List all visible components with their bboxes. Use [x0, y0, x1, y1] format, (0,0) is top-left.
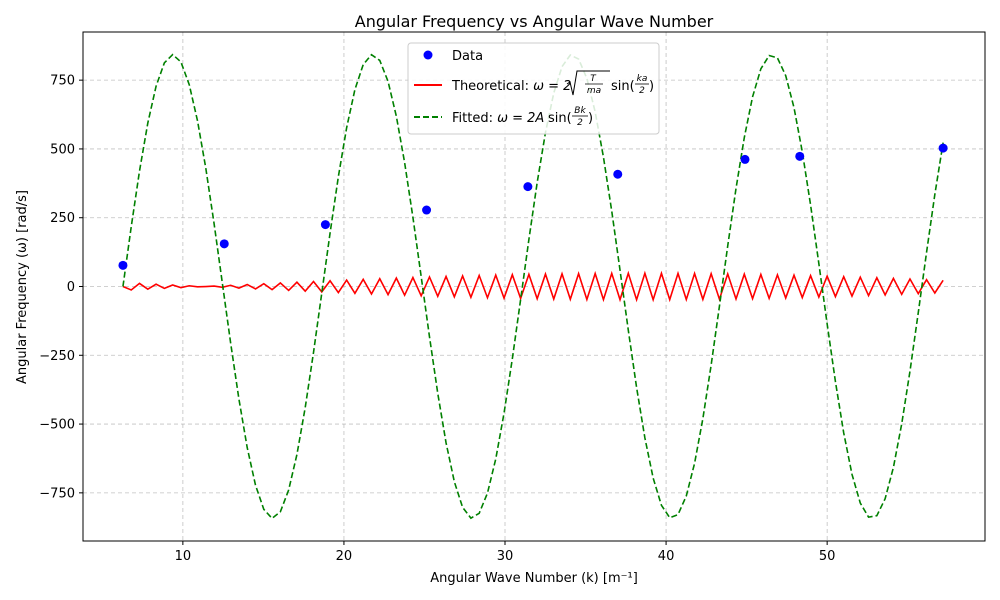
data-point: [938, 143, 948, 153]
legend-fitted-close: ): [588, 111, 593, 126]
legend-sqrt-sign: [566, 70, 610, 96]
legend-frac-2a: 2: [639, 86, 645, 96]
y-tick-label: −250: [39, 349, 75, 364]
y-tick-label: −750: [39, 486, 75, 501]
y-tick-label: −500: [39, 418, 75, 433]
legend-frac-2b: 2: [577, 118, 583, 128]
plot-series: [118, 53, 948, 520]
data-point: [422, 205, 432, 215]
legend-fitted-prefix: Fitted:: [452, 111, 497, 126]
theoretical-curve: [122, 270, 944, 303]
legend-data-marker: [423, 50, 433, 60]
legend: Data Theoretical: ω = 2 T ma sin( ka 2 )…: [407, 42, 660, 135]
legend-box: [407, 42, 660, 135]
legend-fitted-sin: sin(: [548, 111, 572, 126]
x-tick-label: 50: [819, 549, 836, 564]
legend-label-theoretical: Theoretical: ω = 2: [451, 79, 571, 94]
legend-frac-ma: ma: [587, 86, 601, 96]
chart-title: Angular Frequency vs Angular Wave Number: [355, 12, 714, 31]
data-point: [740, 154, 750, 164]
legend-frac-T: T: [590, 74, 597, 84]
y-tick-label: 750: [50, 74, 75, 89]
legend-label-fitted: Fitted: ω = 2A: [452, 111, 544, 126]
x-tick-label: 40: [658, 549, 675, 564]
y-tick-label: 250: [50, 211, 75, 226]
y-tick-label: 0: [67, 280, 75, 295]
fitted-curve: [122, 53, 944, 520]
legend-theoretical-prefix: Theoretical:: [451, 79, 533, 94]
y-tick-label: 500: [50, 142, 75, 157]
legend-frac-Bk: Bk: [574, 106, 586, 116]
data-point: [118, 260, 128, 270]
x-tick-label: 30: [497, 549, 514, 564]
data-point: [613, 169, 623, 179]
legend-theoretical-omega: ω = 2: [533, 79, 571, 94]
legend-theoretical-close: ): [649, 79, 654, 94]
data-point: [219, 239, 229, 249]
legend-label-data: Data: [452, 49, 483, 64]
data-point: [523, 182, 533, 192]
data-point: [320, 220, 330, 230]
x-tick-label: 10: [175, 549, 192, 564]
legend-fitted-omega: ω = 2A: [497, 111, 544, 126]
ticks: 10 20 30 40 50 −750 −500 −250 0 250 500 750: [39, 74, 835, 564]
x-axis-title: Angular Wave Number (k) [m⁻¹]: [430, 571, 638, 586]
y-axis-title: Angular Frequency (ω) [rad/s]: [15, 190, 30, 384]
legend-theoretical-sin: sin(: [611, 79, 635, 94]
legend-frac-ka: ka: [637, 74, 648, 84]
data-point: [795, 151, 805, 161]
x-tick-label: 20: [336, 549, 353, 564]
